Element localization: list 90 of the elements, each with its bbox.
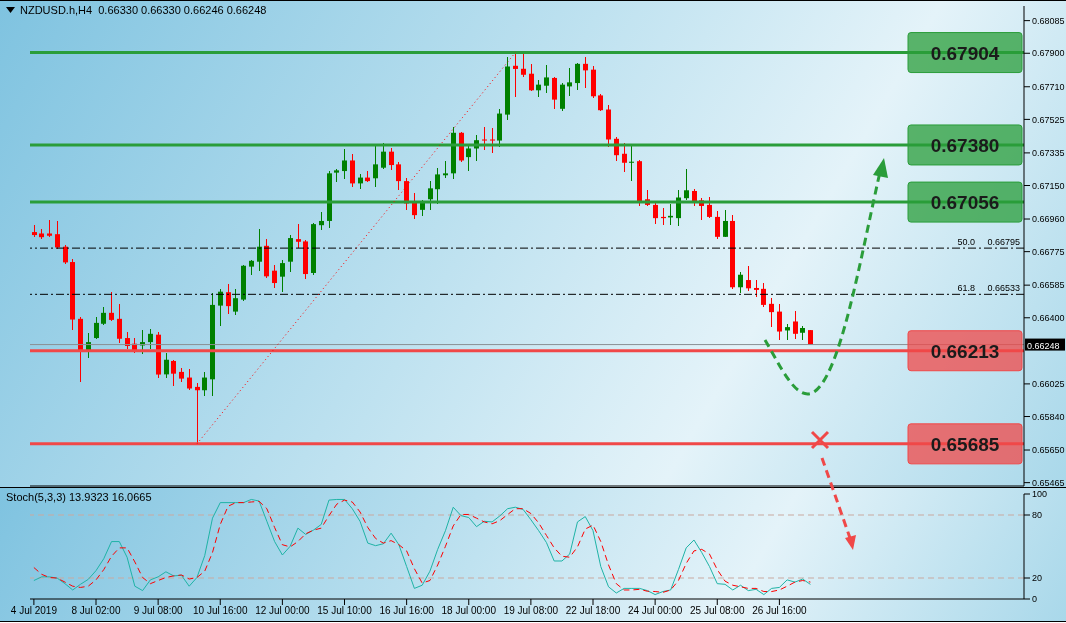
y-tick-label: 0 xyxy=(1032,594,1038,605)
y-tick-label: 0.66585 xyxy=(1032,280,1065,291)
ref-line-label: 0.67904 xyxy=(930,42,1000,64)
x-tick-label: 16 Jul 16:00 xyxy=(379,605,435,617)
x-tick-label: 4 Jul 2019 xyxy=(10,605,58,617)
candlestick xyxy=(148,328,153,350)
candlestick xyxy=(746,265,751,292)
x-tick-label: 25 Jul 08:00 xyxy=(690,605,745,617)
y-tick-label: 100 xyxy=(1032,489,1048,500)
candlestick xyxy=(109,291,114,322)
x-tick-label: 18 Jul 00:00 xyxy=(441,605,497,617)
x-tick-label: 22 Jul 18:00 xyxy=(565,605,621,617)
chart-title: Stoch(5,3,3) 13.9323 16.0665 xyxy=(6,491,152,503)
y-tick-label: 0.67335 xyxy=(1032,148,1065,159)
x-tick-label: 10 Jul 16:00 xyxy=(193,605,248,617)
candlestick xyxy=(629,144,634,182)
candlestick xyxy=(490,127,495,154)
y-tick-label: 20 xyxy=(1032,573,1043,584)
candlestick xyxy=(723,209,728,238)
candlestick xyxy=(272,264,277,289)
ref-line-label: 0.66248 xyxy=(1027,340,1060,351)
candlestick xyxy=(769,297,774,328)
candlestick xyxy=(342,148,347,180)
chart-title: NZDUSD.h,H4 0.66330 0.66330 0.66246 0.66248 xyxy=(20,4,267,16)
y-tick-label: 0.65650 xyxy=(1032,445,1065,456)
candlestick xyxy=(296,223,301,249)
candlestick xyxy=(396,161,401,191)
candlestick xyxy=(777,303,782,341)
candlestick xyxy=(466,144,471,172)
candlestick xyxy=(715,210,720,240)
candlestick xyxy=(738,271,743,294)
candlestick xyxy=(707,196,712,219)
candlestick xyxy=(761,282,766,308)
y-tick-label: 0.66775 xyxy=(1032,246,1065,257)
candlestick xyxy=(513,52,518,98)
candlestick xyxy=(793,310,798,340)
y-tick-label: 80 xyxy=(1032,510,1043,521)
x-tick-label: 15 Jul 10:00 xyxy=(317,605,373,617)
candlestick xyxy=(101,306,106,326)
x-tick-label: 8 Jul 02:00 xyxy=(71,605,121,617)
ref-line-label: 0.65685 xyxy=(930,433,1000,455)
candlestick xyxy=(257,228,262,272)
ref-line-label: 0.67380 xyxy=(930,134,1000,156)
candlestick xyxy=(55,220,60,250)
candlestick xyxy=(583,56,588,89)
candlestick xyxy=(319,211,324,231)
x-tick-label: 19 Jul 08:00 xyxy=(503,605,559,617)
x-tick-label: 24 Jul 00:00 xyxy=(627,605,683,617)
candlestick xyxy=(529,63,534,92)
y-tick-label: 0.67525 xyxy=(1032,114,1065,125)
candlestick xyxy=(350,153,355,188)
candlestick xyxy=(428,180,433,211)
x-tick-label: 12 Jul 00:00 xyxy=(255,605,311,617)
y-tick-label: 0.66960 xyxy=(1032,214,1065,225)
candlestick xyxy=(288,234,293,273)
y-tick-label: 0.67150 xyxy=(1032,180,1065,191)
x-tick-label: 26 Jul 16:00 xyxy=(752,605,808,617)
candlestick xyxy=(389,147,394,171)
x-tick-label: 9 Jul 08:00 xyxy=(133,605,184,617)
candlestick xyxy=(117,303,122,344)
candlestick xyxy=(482,126,487,151)
y-tick-label: 0.65840 xyxy=(1032,411,1065,422)
ref-line-label: 0.66213 xyxy=(930,340,1000,362)
candlestick xyxy=(280,259,285,293)
candlestick xyxy=(552,76,557,110)
candlestick xyxy=(187,368,192,391)
candlestick xyxy=(94,316,99,340)
y-tick-label: 0.65465 xyxy=(1032,477,1065,488)
candlestick xyxy=(567,67,572,97)
candlestick xyxy=(653,201,658,225)
candlestick xyxy=(218,288,223,327)
candlestick xyxy=(544,64,549,94)
ref-line-label: 0.67056 xyxy=(930,192,1000,214)
candlestick xyxy=(575,62,580,91)
ref-line-label: 61.8 0.66533 xyxy=(957,283,1020,294)
candlestick xyxy=(233,288,238,316)
candlestick xyxy=(171,359,176,387)
candlestick xyxy=(63,244,68,265)
candlestick xyxy=(521,53,526,78)
ref-line-label: 50.0 0.66795 xyxy=(957,237,1020,248)
candlestick xyxy=(684,168,689,201)
y-tick-label: 0.67900 xyxy=(1032,48,1065,59)
candlestick xyxy=(164,352,169,379)
y-tick-label: 0.67710 xyxy=(1032,81,1065,92)
y-tick-label: 0.66025 xyxy=(1032,379,1065,390)
y-tick-label: 0.68085 xyxy=(1032,15,1065,26)
candlestick xyxy=(226,283,231,315)
y-tick-label: 0.66400 xyxy=(1032,312,1065,323)
candlestick xyxy=(202,371,207,397)
candlestick xyxy=(373,144,378,188)
